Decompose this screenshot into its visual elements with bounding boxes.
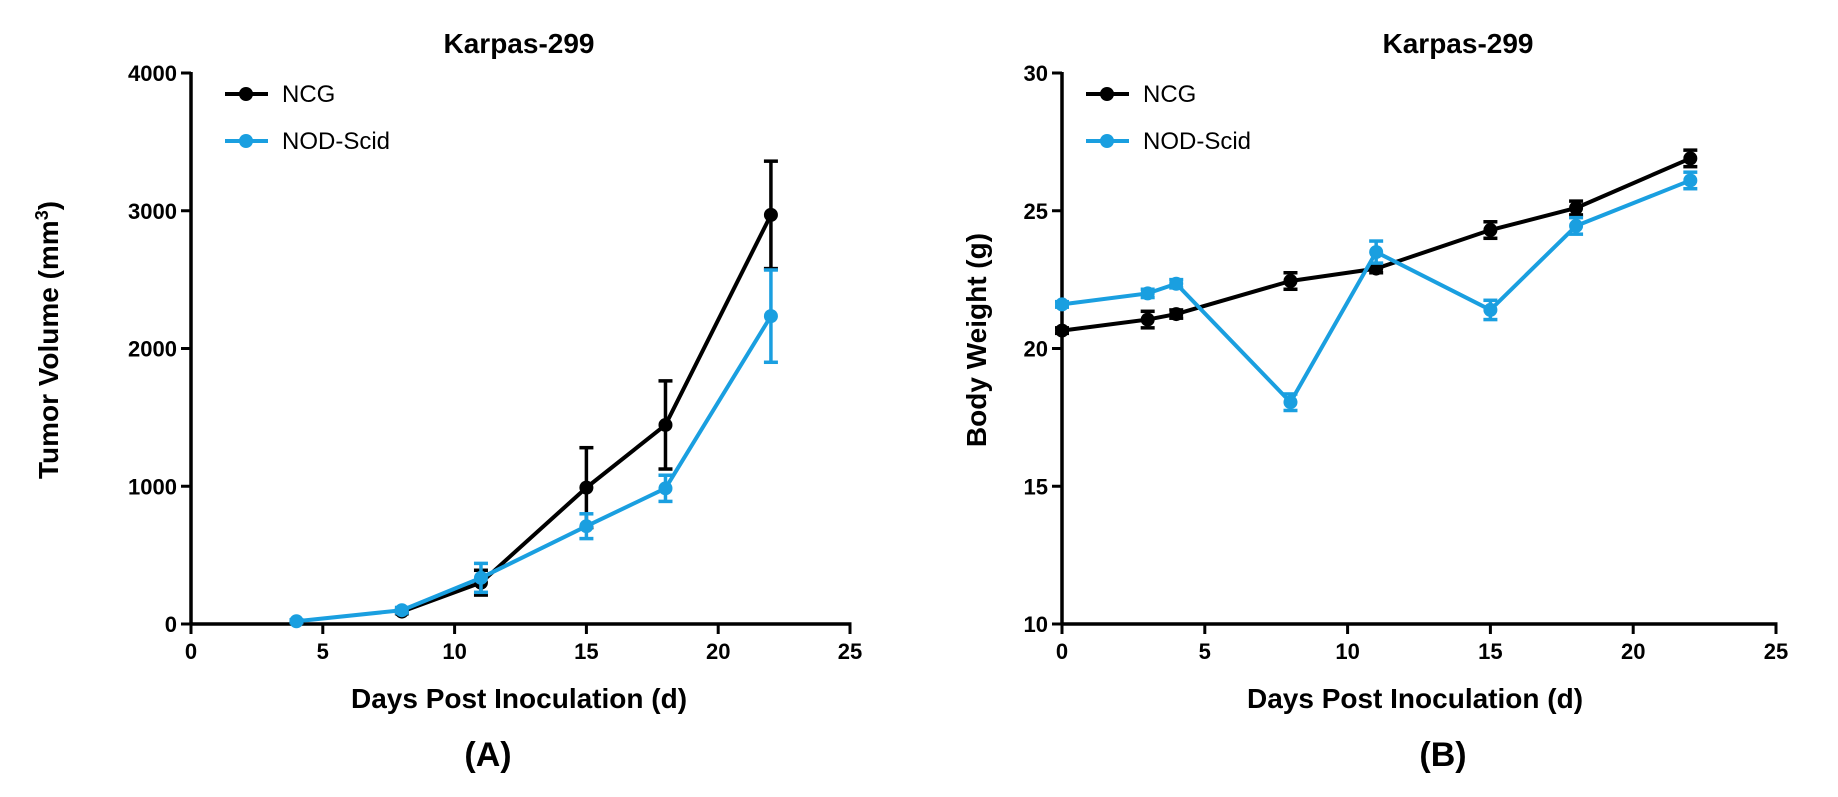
x-tick-label: 5 xyxy=(1199,639,1211,664)
legend: NCG NOD-Scid xyxy=(225,81,390,155)
x-axis-title: Days Post Inoculation (d) xyxy=(351,683,687,714)
legend-swatch-marker xyxy=(1100,87,1114,101)
series-layer xyxy=(289,159,778,629)
legend-swatch-marker xyxy=(239,87,253,101)
data-point xyxy=(658,417,673,432)
panel-label: (B) xyxy=(1419,736,1466,774)
data-point xyxy=(1169,307,1184,322)
data-point xyxy=(763,207,778,222)
y-tick-label: 20 xyxy=(1024,337,1048,362)
legend: NCG NOD-Scid xyxy=(1086,81,1251,155)
y-axis-title-end: ) xyxy=(33,201,64,210)
data-point xyxy=(289,614,304,629)
data-point xyxy=(1283,395,1298,410)
x-tick-label: 10 xyxy=(442,639,466,664)
y-axis-title-superscript: 3 xyxy=(32,210,52,220)
x-tick-label: 5 xyxy=(317,639,329,664)
y-tick-label: 10 xyxy=(1024,612,1048,637)
axes: 0 5 10 15 20 25 10 15 20 25 30 xyxy=(1024,61,1789,664)
chart-panel-a: Karpas-299 Tumor Volume (mm3) Days Post … xyxy=(32,28,862,774)
chart-title: Karpas-299 xyxy=(444,28,595,59)
legend-item: NOD-Scid xyxy=(225,128,390,155)
data-point xyxy=(579,480,594,495)
series-ncg xyxy=(394,159,778,619)
series-line xyxy=(296,315,773,624)
x-tick-label: 25 xyxy=(838,639,862,664)
y-tick-label: 1000 xyxy=(128,474,177,499)
series-nod-scid xyxy=(1055,170,1698,413)
series-ncg xyxy=(1055,148,1698,338)
legend-item: NOD-Scid xyxy=(1086,128,1251,155)
legend-swatch-marker xyxy=(239,134,253,148)
data-point xyxy=(763,309,778,324)
x-tick-label: 20 xyxy=(706,639,730,664)
data-point xyxy=(1569,218,1584,233)
y-tick-label: 3000 xyxy=(128,199,177,224)
data-point xyxy=(579,519,594,534)
y-tick-label: 15 xyxy=(1024,474,1048,499)
x-tick-label: 0 xyxy=(185,639,197,664)
y-axis-title-text: Tumor Volume (mm xyxy=(33,220,64,479)
y-axis-title: Tumor Volume (mm3) xyxy=(32,201,64,479)
y-tick-label: 4000 xyxy=(128,61,177,86)
data-point xyxy=(1283,274,1298,289)
data-point xyxy=(1483,223,1498,238)
series-nod-scid xyxy=(289,268,778,629)
data-point xyxy=(1055,323,1069,338)
x-tick-label: 0 xyxy=(1056,639,1068,664)
legend-label: NOD-Scid xyxy=(282,128,390,155)
data-point xyxy=(1055,297,1069,312)
x-tick-label: 20 xyxy=(1621,639,1645,664)
data-point xyxy=(1369,245,1384,260)
series-line xyxy=(1061,178,1692,405)
chart-panel-b: Karpas-299 Body Weight (g) Days Post Ino… xyxy=(961,28,1788,774)
series-layer xyxy=(1055,148,1698,413)
data-point xyxy=(1569,200,1584,215)
data-point xyxy=(1683,173,1698,188)
legend-item: NCG xyxy=(1086,81,1196,108)
legend-label: NOD-Scid xyxy=(1143,128,1251,155)
series-line xyxy=(401,213,773,614)
axes: 0 5 10 15 20 25 0 1000 2000 3000 4000 xyxy=(128,61,862,664)
panel-label: (A) xyxy=(464,736,511,774)
y-tick-label: 2000 xyxy=(128,337,177,362)
legend-swatch-marker xyxy=(1100,134,1114,148)
y-tick-label: 25 xyxy=(1024,199,1048,224)
x-tick-label: 15 xyxy=(574,639,598,664)
data-point xyxy=(1140,286,1155,301)
x-axis-title: Days Post Inoculation (d) xyxy=(1247,683,1583,714)
x-tick-label: 10 xyxy=(1335,639,1359,664)
data-point xyxy=(1140,312,1155,327)
chart-title: Karpas-299 xyxy=(1383,28,1534,59)
y-tick-label: 30 xyxy=(1024,61,1048,86)
data-point xyxy=(1369,261,1384,276)
data-point xyxy=(473,570,488,585)
y-tick-label: 0 xyxy=(165,612,177,637)
data-point xyxy=(1169,276,1184,291)
legend-item: NCG xyxy=(225,81,335,108)
legend-label: NCG xyxy=(282,81,335,108)
x-tick-label: 25 xyxy=(1764,639,1788,664)
x-tick-label: 15 xyxy=(1478,639,1502,664)
data-point xyxy=(394,603,409,618)
legend-label: NCG xyxy=(1143,81,1196,108)
data-point xyxy=(1483,302,1498,317)
data-point xyxy=(658,481,673,496)
data-point xyxy=(1683,151,1698,166)
y-axis-title: Body Weight (g) xyxy=(961,233,992,447)
